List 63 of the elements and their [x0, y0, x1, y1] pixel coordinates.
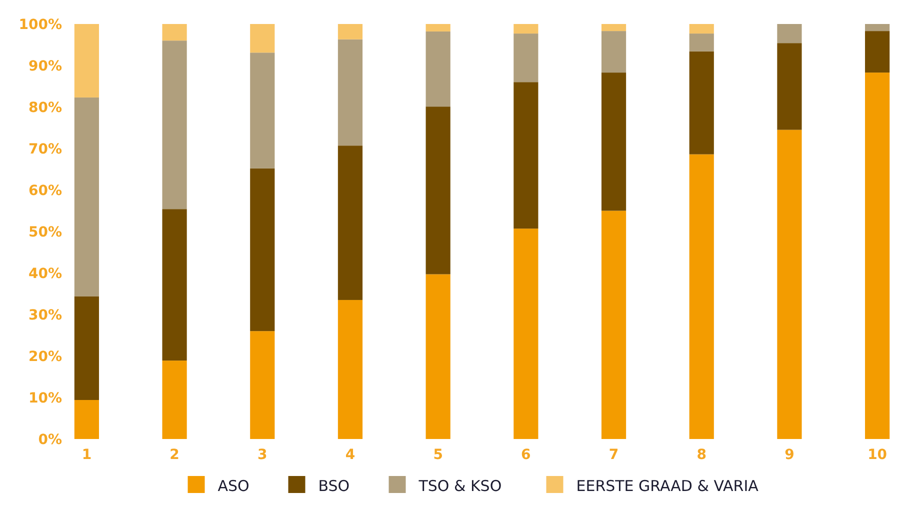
- y-tick-label: 100%: [18, 16, 62, 33]
- bar: [777, 130, 802, 439]
- bar: [426, 106, 450, 274]
- x-tick-label: 3: [258, 447, 268, 463]
- bar: [689, 51, 714, 154]
- bar: [338, 39, 363, 146]
- legend-label: TSO & KSO: [418, 477, 502, 495]
- bar: [514, 24, 538, 34]
- y-tick-label: 90%: [28, 58, 62, 74]
- bar: [689, 34, 714, 52]
- y-tick-label: 70%: [28, 141, 62, 158]
- y-tick-label: 30%: [28, 307, 62, 324]
- y-tick-label: 80%: [28, 100, 62, 116]
- bar: [689, 24, 714, 34]
- x-tick-label: 5: [433, 447, 443, 463]
- bar: [162, 24, 187, 41]
- x-tick-label: 1: [82, 447, 92, 463]
- bar: [601, 24, 626, 32]
- x-tick-label: 8: [696, 447, 706, 463]
- bar: [689, 154, 714, 439]
- bar: [250, 168, 275, 332]
- y-tick-label: 40%: [28, 266, 62, 282]
- x-tick-label: 6: [521, 447, 531, 463]
- bar: [514, 34, 538, 82]
- bar: [250, 24, 275, 53]
- bar: [162, 40, 187, 210]
- bar: [601, 72, 626, 211]
- x-tick-label: 4: [345, 447, 356, 463]
- bar: [162, 209, 187, 361]
- legend-label: ASO: [218, 477, 250, 495]
- bar: [74, 400, 99, 439]
- bar: [865, 72, 890, 439]
- legend-label: EERSTE GRAAD & VARIA: [576, 477, 760, 495]
- bar: [601, 31, 626, 73]
- bar: [777, 43, 802, 130]
- bar: [426, 31, 450, 107]
- bar: [426, 24, 450, 32]
- x-tick-label: 9: [784, 447, 794, 463]
- bar: [601, 210, 626, 439]
- y-tick-label: 60%: [28, 182, 62, 199]
- x-tick-label: 10: [868, 447, 888, 463]
- bar: [865, 31, 890, 73]
- bar: [338, 24, 363, 40]
- bar: [865, 24, 890, 32]
- y-tick-label: 20%: [28, 348, 62, 365]
- bar: [426, 274, 450, 439]
- bar: [514, 228, 538, 439]
- bar: [250, 331, 275, 439]
- y-tick-label: 50%: [28, 224, 62, 240]
- bar: [338, 300, 363, 439]
- y-tick-label: 10%: [28, 390, 62, 406]
- bar: [74, 296, 99, 400]
- bar: [74, 24, 99, 98]
- bar: [338, 146, 363, 300]
- y-tick-label: 0%: [38, 432, 62, 448]
- bar: [250, 52, 275, 168]
- bar: [162, 360, 187, 439]
- bar: [777, 24, 802, 44]
- legend-label: BSO: [318, 477, 350, 495]
- bar: [514, 82, 538, 229]
- x-tick-label: 2: [170, 447, 180, 463]
- x-tick-label: 7: [608, 447, 619, 463]
- bar: [74, 97, 99, 296]
